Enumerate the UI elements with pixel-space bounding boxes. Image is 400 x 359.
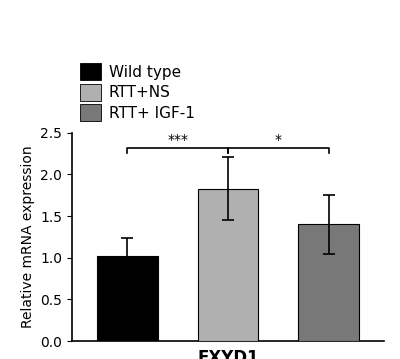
- Bar: [97, 256, 158, 341]
- Text: *: *: [275, 133, 282, 147]
- X-axis label: FXYD1: FXYD1: [197, 349, 259, 359]
- Y-axis label: Relative mRNA expression: Relative mRNA expression: [21, 146, 35, 328]
- Bar: [298, 224, 359, 341]
- Text: ***: ***: [167, 133, 188, 147]
- Legend: Wild type, RTT+NS, RTT+ IGF-1: Wild type, RTT+NS, RTT+ IGF-1: [80, 64, 194, 121]
- Bar: [198, 188, 258, 341]
